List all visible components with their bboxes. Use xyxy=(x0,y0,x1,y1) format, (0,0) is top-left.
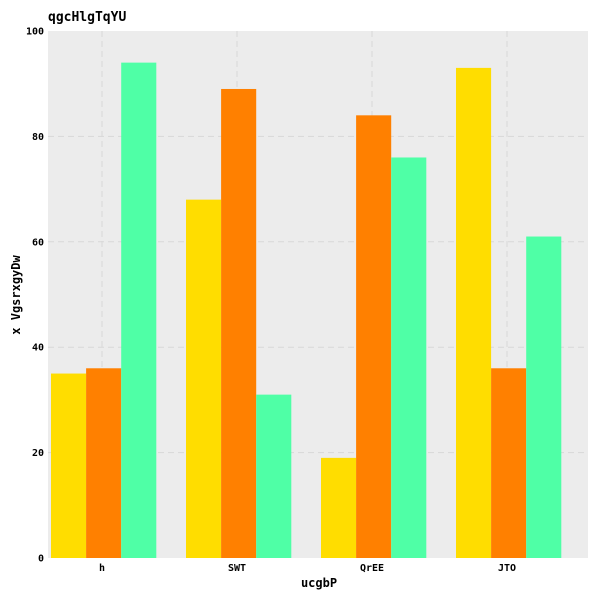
y-tick-label: 60 xyxy=(32,237,44,248)
bar-SWT-series-2 xyxy=(221,88,257,558)
bar-QrEE-series-1 xyxy=(321,457,357,558)
chart-title: qgcHlgTqYU xyxy=(48,10,126,25)
bar-JTO-series-1 xyxy=(456,67,492,558)
x-tick-label: h xyxy=(99,563,105,574)
bar-SWT-series-3 xyxy=(256,394,292,558)
bar-JTO-series-3 xyxy=(526,236,562,558)
x-axis-ticks: h SWT QrEE JTO xyxy=(99,563,516,574)
x-axis-label: ucgbP xyxy=(301,576,337,590)
x-tick-label: JTO xyxy=(498,563,516,574)
bar-QrEE-series-2 xyxy=(356,115,392,558)
y-tick-label: 0 xyxy=(38,554,44,565)
y-tick-label: 20 xyxy=(32,448,44,459)
y-axis-label: x VgsrxgyDw xyxy=(9,254,23,334)
bar-h-series-3 xyxy=(121,62,157,559)
x-tick-label: SWT xyxy=(228,563,246,574)
y-axis-ticks: 0 20 40 60 80 100 xyxy=(26,27,44,565)
x-tick-label: QrEE xyxy=(360,563,384,574)
bars xyxy=(51,62,562,559)
bar-SWT-series-1 xyxy=(186,199,222,558)
bar-QrEE-series-3 xyxy=(391,157,427,559)
bar-JTO-series-2 xyxy=(491,368,527,558)
bar-h-series-2 xyxy=(86,368,122,558)
bar-h-series-1 xyxy=(51,373,87,558)
y-tick-label: 40 xyxy=(32,343,44,354)
y-tick-label: 80 xyxy=(32,132,44,143)
y-tick-label: 100 xyxy=(26,27,44,38)
